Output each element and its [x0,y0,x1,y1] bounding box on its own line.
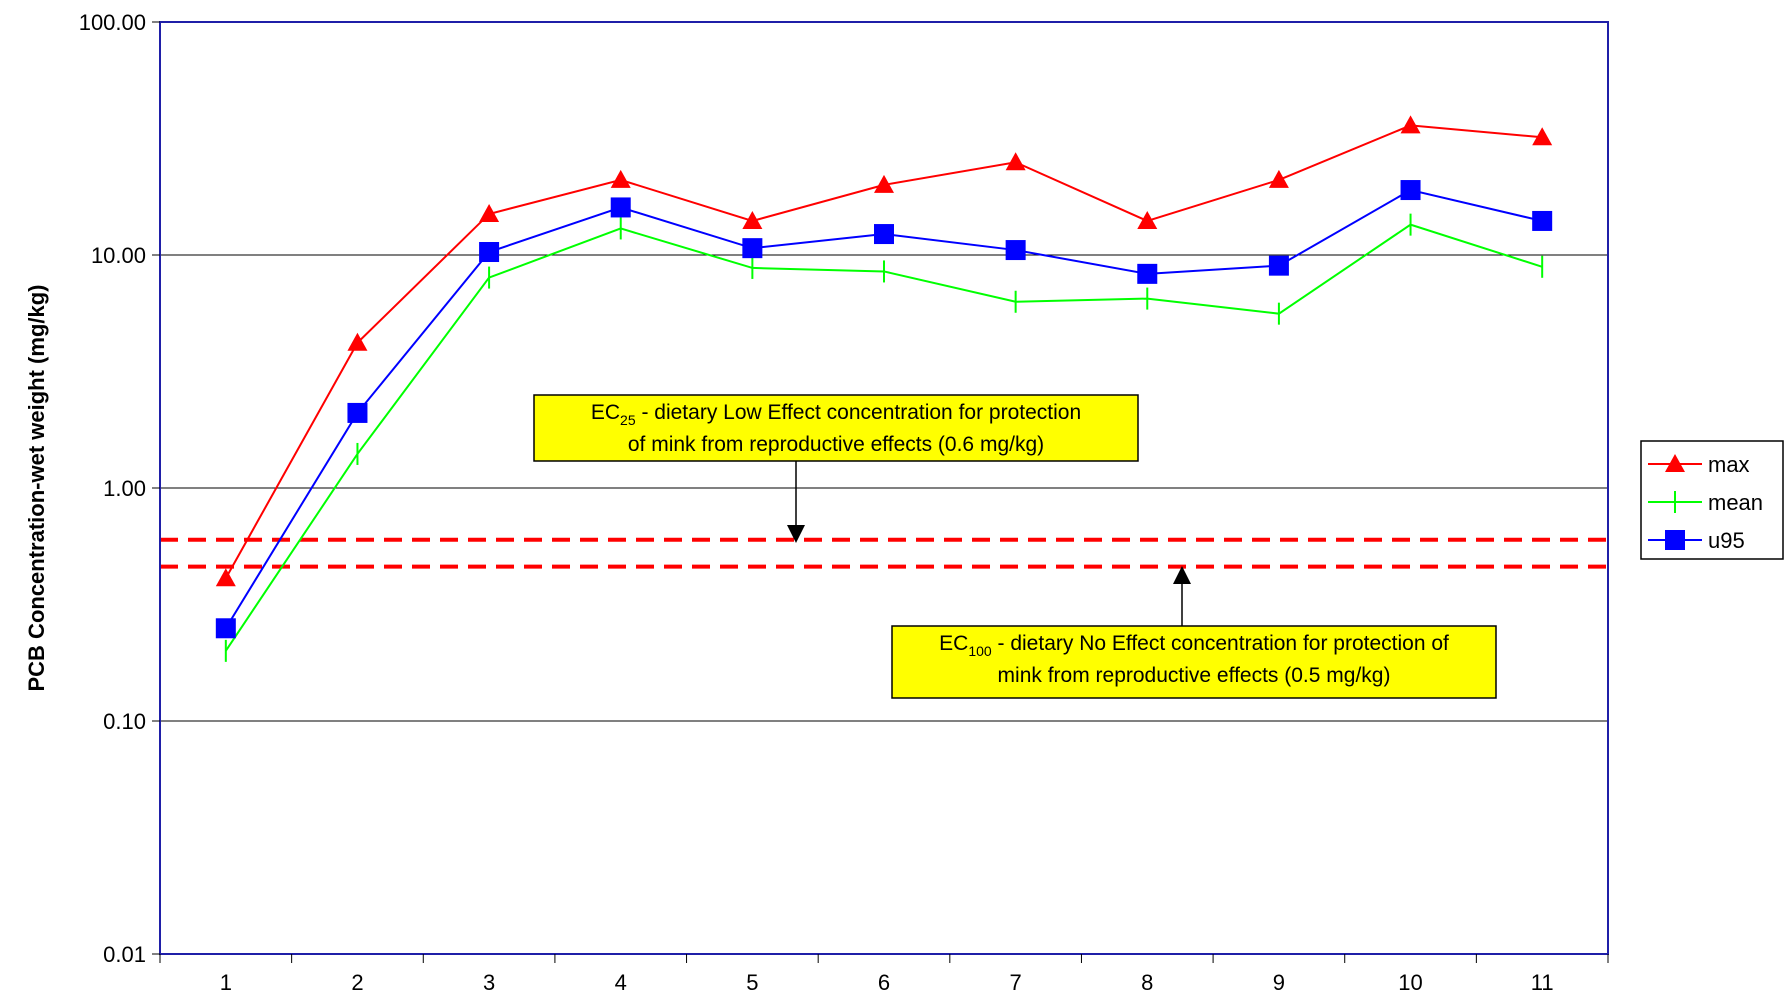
annotation-ec25-box [533,394,1139,462]
point-max-9 [1268,169,1289,188]
legend-label-u95: u95 [1708,528,1745,553]
series-max-line [224,124,1543,579]
annotation-ec25: EC25 - dietary Low Effect concentration … [533,394,1139,543]
annotation-ec100-box [891,625,1497,699]
point-u95-7 [1005,240,1026,261]
legend-marker-max [1665,454,1685,472]
annotation-ec25-line2: of mink from reproductive effects (0.6 m… [628,433,1044,456]
point-max-7 [1005,152,1026,171]
legend: max mean u95 [1640,440,1784,560]
x-tick-label-1: 2 [351,970,363,995]
y-axis: 0.01 0.10 1.00 10.00 100.00 [79,10,160,967]
point-max-6 [874,174,894,193]
point-u95-5 [742,238,763,259]
point-u95-4 [610,197,631,218]
series-max [215,115,1553,587]
x-tick-label-3: 4 [615,970,627,995]
x-tick-label-5: 6 [878,970,890,995]
y-tick-label-3: 10.00 [91,243,146,268]
point-max-1 [215,568,236,587]
annotation-ec100-arrow-head [1173,566,1191,584]
point-u95-8 [1137,263,1158,284]
x-tick-label-2: 3 [483,970,495,995]
point-u95-6 [874,224,894,245]
y-axis-title: PCB Concentration-wet weight (mg/kg) [24,285,49,692]
point-max-2 [347,332,368,351]
legend-label-mean: mean [1708,490,1763,515]
x-tick-label-0: 1 [220,970,232,995]
x-tick-label-10: 11 [1531,970,1554,995]
x-tick-label-4: 5 [746,970,758,995]
x-tick-label-8: 9 [1273,970,1285,995]
y-tick-label-1: 0.10 [103,709,146,734]
point-u95-3 [479,242,500,263]
y-tick-label-2: 1.00 [103,476,146,501]
annotation-ec25-arrow-head [787,525,805,543]
y-tick-label-0: 0.01 [103,942,146,967]
point-max-10 [1400,115,1421,134]
legend-marker-u95 [1665,530,1685,550]
point-max-3 [479,203,500,222]
point-max-4 [610,169,631,188]
annotation-ec100-line2: mink from reproductive effects (0.5 mg/k… [998,664,1391,687]
point-u95-11 [1532,210,1553,231]
reference-lines [160,537,1608,569]
x-axis: 1 2 3 4 5 6 7 8 9 10 11 [159,954,1609,995]
x-tick-label-9: 10 [1398,970,1422,995]
series-u95 [215,180,1553,639]
point-max-8 [1137,210,1158,229]
point-max-5 [742,210,763,229]
point-max-11 [1532,127,1553,146]
y-tick-label-4: 100.00 [79,10,146,35]
annotation-ec100: EC100 - dietary No Effect concentration … [891,566,1497,699]
annotation-ec25-line1: EC25 - dietary Low Effect concentration … [591,401,1081,428]
legend-label-max: max [1708,452,1750,477]
series-lines [215,115,1553,662]
point-u95-2 [347,402,368,423]
x-tick-label-7: 8 [1141,970,1153,995]
x-tick-label-6: 7 [1010,970,1022,995]
point-u95-1 [215,618,236,639]
series-mean [224,213,1544,662]
point-u95-9 [1268,255,1289,276]
point-u95-10 [1400,180,1421,201]
annotation-ec100-line1: EC100 - dietary No Effect concentration … [939,632,1449,659]
